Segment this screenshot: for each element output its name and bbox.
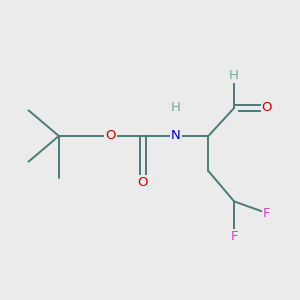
- Text: N: N: [171, 130, 181, 142]
- Text: H: H: [229, 69, 239, 82]
- Text: F: F: [263, 207, 271, 220]
- Text: F: F: [230, 230, 238, 243]
- Text: H: H: [171, 100, 181, 113]
- Text: O: O: [138, 176, 148, 189]
- Text: O: O: [105, 130, 116, 142]
- Text: O: O: [262, 101, 272, 114]
